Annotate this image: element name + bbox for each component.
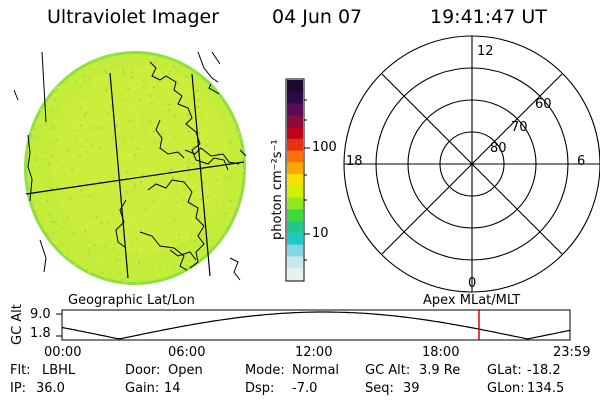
colorbar-swatch xyxy=(287,91,303,105)
altitude-axis-label: GC Alt xyxy=(10,304,25,345)
gain-value: 14 xyxy=(164,381,181,396)
glat-key: GLat: xyxy=(487,363,522,378)
offdisk-lines xyxy=(13,51,247,281)
geographic-grid-label: Geographic Lat/Lon xyxy=(68,293,195,308)
mlt-label-6: 6 xyxy=(577,154,586,169)
date-label: 04 Jun 07 xyxy=(272,6,363,28)
gain-key: Gain: xyxy=(125,381,160,396)
mlt-label-18: 18 xyxy=(346,154,363,169)
seq-value: 39 xyxy=(403,381,420,396)
mode-value: Normal xyxy=(292,363,340,378)
dsp-value: -7.0 xyxy=(292,381,318,396)
apex-grid-label: Apex MLat/MLT xyxy=(423,293,521,308)
mlt-label-0: 0 xyxy=(468,276,477,291)
colorbar-swatch xyxy=(287,232,303,246)
polar-mlat-mlt-grid xyxy=(343,35,600,293)
dsp-key: Dsp: xyxy=(245,381,275,396)
colorbar-swatch xyxy=(287,80,303,93)
door-key: Door: xyxy=(125,363,161,378)
altitude-plot xyxy=(56,309,571,341)
flt-key: Flt: xyxy=(10,363,31,378)
gcalt-value: 3.9 Re xyxy=(419,363,461,378)
glat-value: -18.2 xyxy=(527,363,561,378)
time-tick-0000: 00:00 xyxy=(44,345,82,360)
colorbar-swatch xyxy=(287,127,303,140)
colorbar-swatch xyxy=(287,103,303,116)
instrument-title: Ultraviolet Imager xyxy=(47,6,220,28)
glon-value: 134.5 xyxy=(527,381,565,396)
flt-value: LBHL xyxy=(42,363,76,378)
time-tick-1800: 18:00 xyxy=(422,345,460,360)
colorbar-swatch xyxy=(287,138,303,152)
mode-key: Mode: xyxy=(245,363,285,378)
colorbar-swatch xyxy=(287,115,303,128)
colorbar-swatch xyxy=(287,197,303,210)
mlat-label-60: 60 xyxy=(535,97,552,112)
seq-key: Seq: xyxy=(365,381,394,396)
time-tick-0600: 06:00 xyxy=(168,345,206,360)
colorbar-swatch xyxy=(287,244,303,257)
colorbar-swatch xyxy=(287,174,303,187)
colorbar-swatch xyxy=(287,150,303,163)
gcalt-key: GC Alt: xyxy=(365,363,411,378)
time-label: 19:41:47 UT xyxy=(430,6,547,28)
altitude-max-label: 9.0 xyxy=(30,307,51,322)
altitude-min-label: 1.8 xyxy=(30,326,51,341)
color-scale-bar xyxy=(287,80,303,281)
mlat-label-70: 70 xyxy=(511,120,528,135)
time-tick-1200: 12:00 xyxy=(295,345,333,360)
colorbar-swatch xyxy=(287,185,303,199)
ip-value: 36.0 xyxy=(36,381,65,396)
mlat-label-80: 80 xyxy=(490,141,507,156)
earth-disk-image xyxy=(13,51,247,285)
colorbar-tick-100: 100 xyxy=(312,140,337,155)
door-value: Open xyxy=(168,363,203,378)
colorbar-swatch xyxy=(287,256,303,269)
colorbar-swatch xyxy=(287,162,303,175)
colorbar-swatch xyxy=(287,209,303,222)
colorbar-unit-label: photon cm⁻²s⁻¹ xyxy=(270,139,285,240)
ip-key: IP: xyxy=(10,381,27,396)
lat-lon-grid xyxy=(25,72,245,279)
colorbar-swatch xyxy=(287,268,303,281)
mlt-label-12: 12 xyxy=(477,44,494,59)
time-tick-2359: 23:59 xyxy=(553,345,591,360)
colorbar-swatch xyxy=(287,221,303,234)
glon-key: GLon: xyxy=(487,381,525,396)
colorbar-tick-10: 10 xyxy=(312,226,329,241)
